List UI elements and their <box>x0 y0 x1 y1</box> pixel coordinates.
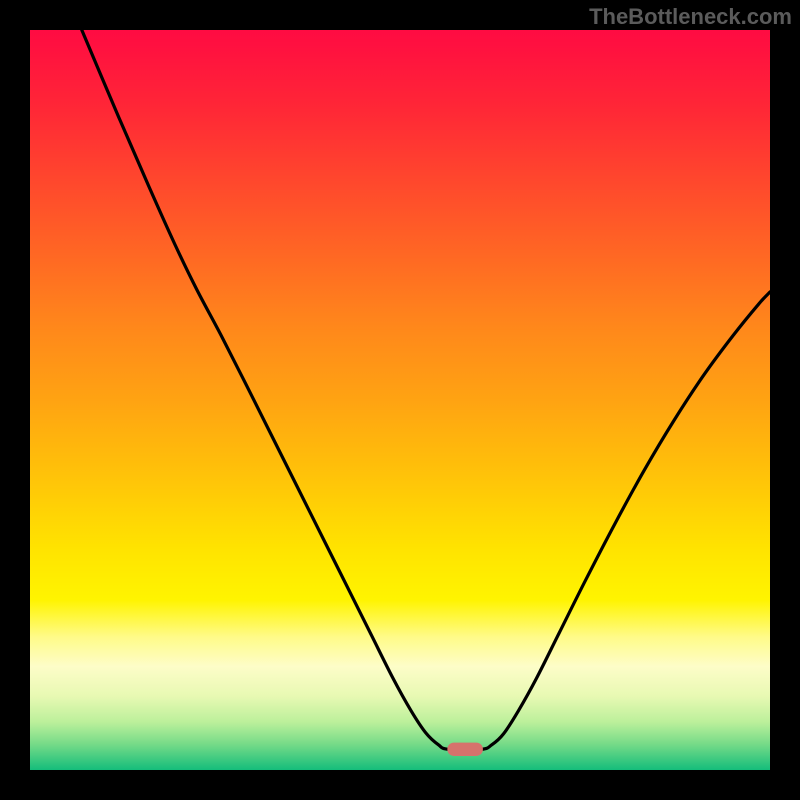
optimal-marker <box>447 743 483 756</box>
chart-gradient-background <box>30 30 770 770</box>
bottleneck-chart <box>0 0 800 800</box>
watermark-text: TheBottleneck.com <box>589 4 792 30</box>
